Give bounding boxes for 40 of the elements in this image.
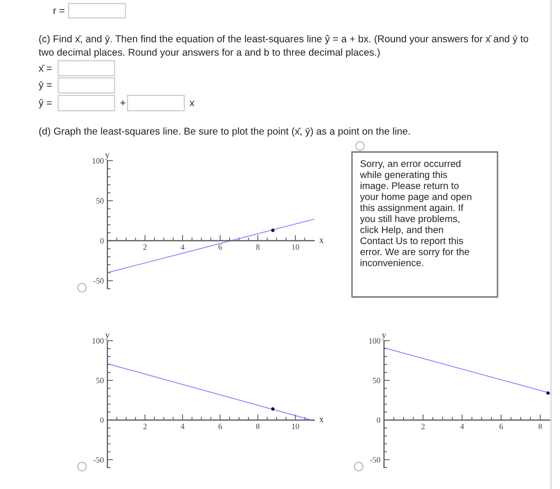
x-tick-label: 2 <box>143 244 147 250</box>
x-axis-title: x <box>319 418 324 422</box>
x-tick-label: 6 <box>500 424 503 430</box>
text: ŷ = <box>38 98 52 108</box>
text: r = <box>54 8 64 14</box>
y-tick-label: 0 <box>100 238 104 244</box>
x-axis-title: x <box>319 238 324 243</box>
x-tick-label: 8 <box>538 424 542 430</box>
x-tick-label: 4 <box>460 424 464 430</box>
y-axis-title: y <box>105 334 110 340</box>
y-axis-title: y <box>105 154 110 160</box>
x-tick-label: 8 <box>256 424 260 430</box>
text: ȳ = <box>38 82 52 90</box>
x-tick-label: 10 <box>292 424 300 430</box>
y-tick-label: -50 <box>370 457 380 463</box>
y-tick-label: 100 <box>92 158 104 164</box>
text: + <box>120 100 126 106</box>
text: Sorry, an error occurred while generating this image. Please return to your home page and open this assignment again. If you still have problems, click Help, and then Contact Us to report this error. We are sorry for the inconvenience. <box>360 160 472 266</box>
x-tick-label: 2 <box>143 424 147 430</box>
text: (d) Graph the least-squares line. Be sure to plot the point (x̄, ȳ) as a point on the line. <box>39 127 410 137</box>
text: x <box>190 100 194 106</box>
y-tick-label: 100 <box>92 338 104 344</box>
x-tick-label: 10 <box>292 244 300 250</box>
x-tick-label: 8 <box>256 244 260 250</box>
x-tick-label: 6 <box>218 244 222 250</box>
text: (c) Find x̄, and ȳ. Then find the equation of the least-squares line ŷ = a + bx. (Round your answers for x̄ and ȳ to two decimal places. Round your answers for a and b to three decimal places.) <box>38 35 528 58</box>
y-axis-title: y <box>382 334 386 340</box>
y-tick-label: 50 <box>96 378 104 384</box>
y-tick-label: 0 <box>100 417 104 423</box>
x-tick-label: 4 <box>180 244 184 250</box>
text: x̄ = <box>38 64 52 72</box>
x-tick-label: 4 <box>180 424 184 430</box>
x-tick-label: 6 <box>218 424 222 430</box>
y-tick-label: -50 <box>93 278 104 284</box>
y-tick-label: 0 <box>376 417 380 423</box>
y-tick-label: 50 <box>96 198 104 204</box>
y-tick-label: -50 <box>93 457 104 463</box>
y-tick-label: 100 <box>369 338 380 344</box>
x-tick-label: 2 <box>421 424 425 430</box>
y-tick-label: 50 <box>372 378 380 384</box>
